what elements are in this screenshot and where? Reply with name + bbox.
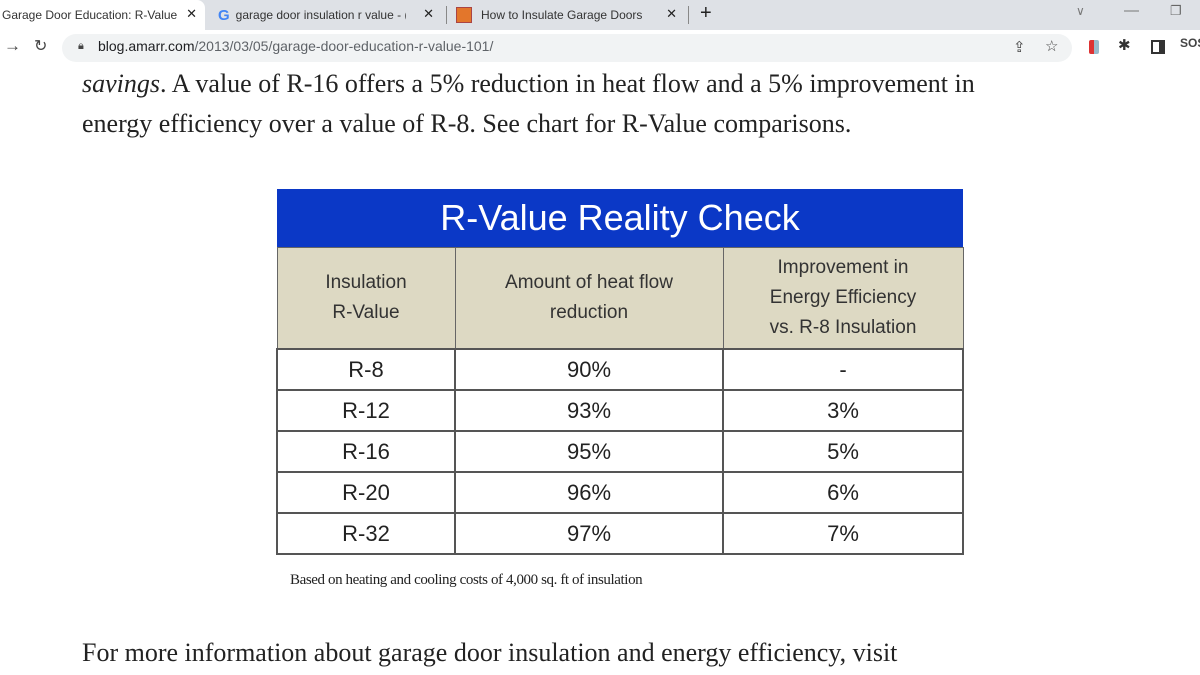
reduction-cell: 97% xyxy=(454,512,724,555)
italic-text: savings xyxy=(82,69,160,98)
home-depot-icon xyxy=(456,7,472,23)
text-line: . A value of R-16 offers a 5% reduction … xyxy=(160,69,975,98)
close-icon[interactable]: ✕ xyxy=(423,6,434,21)
restore-icon[interactable]: ❐ xyxy=(1170,3,1182,18)
header-cell: Amount of heat flow reduction xyxy=(454,246,724,350)
tab-search-chevron-icon[interactable]: ∨ xyxy=(1076,4,1085,18)
r-value-cell: R-20 xyxy=(276,471,456,514)
table-row: R-20 96% 6% xyxy=(276,471,964,514)
lock-icon: 🔒︎ xyxy=(78,40,84,52)
improvement-cell: 6% xyxy=(722,471,964,514)
header-cell: Insulation R-Value xyxy=(276,246,456,350)
url-path: /2013/03/05/garage-door-education-r-valu… xyxy=(194,38,494,54)
improvement-cell: 3% xyxy=(722,389,964,432)
puzzle-extensions-icon[interactable]: ✱ xyxy=(1118,37,1131,54)
tab-garage-door-education[interactable]: Garage Door Education: R-Value ✕ xyxy=(0,0,205,30)
table-caption: Based on heating and cooling costs of 4,… xyxy=(290,572,643,588)
extension-icon[interactable] xyxy=(1089,40,1099,54)
header-cell: Improvement in Energy Efficiency vs. R-8 I… xyxy=(722,246,964,350)
share-icon[interactable]: ⇪ xyxy=(1013,39,1026,56)
new-tab-button[interactable]: + xyxy=(700,2,712,24)
r-value-cell: R-16 xyxy=(276,430,456,473)
reduction-cell: 90% xyxy=(454,348,724,391)
table-header-row: Insulation R-Value Amount of heat flow red… xyxy=(276,246,964,350)
improvement-cell: 7% xyxy=(722,512,964,555)
reload-icon[interactable]: ↻ xyxy=(34,38,48,55)
table-row: R-12 93% 3% xyxy=(276,389,964,432)
improvement-cell: 5% xyxy=(722,430,964,473)
r-value-table: R-Value Reality Check Insulation R-Value … xyxy=(276,189,964,555)
header-line: Amount of heat flow xyxy=(505,271,673,293)
reduction-cell: 93% xyxy=(454,389,724,432)
header-line: reduction xyxy=(549,301,629,323)
google-icon: G xyxy=(218,6,230,24)
tab-separator xyxy=(688,6,689,24)
header-line: vs. R-8 Insulation xyxy=(769,316,917,338)
article-paragraph-2: For more information about garage door i… xyxy=(82,638,898,667)
close-icon[interactable]: ✕ xyxy=(186,6,197,21)
tab-title: How to Insulate Garage Doors xyxy=(481,8,643,22)
toolbar: → ↻ 🔒︎ ⇪ ☆ ✱ SOS xyxy=(0,30,1200,64)
minimize-icon[interactable]: — xyxy=(1124,2,1139,19)
table-title: R-Value Reality Check xyxy=(277,189,963,247)
article-paragraph-1: savings. A value of R-16 offers a 5% red… xyxy=(82,64,975,144)
side-panel-icon[interactable] xyxy=(1151,40,1165,54)
r-value-cell: R-32 xyxy=(276,512,456,555)
tab-title: garage door insulation r value - ( xyxy=(235,8,406,22)
tab-title: Garage Door Education: R-Value xyxy=(2,8,178,22)
forward-icon[interactable]: → xyxy=(4,36,21,55)
improvement-cell: - xyxy=(722,348,964,391)
tab-how-to-insulate[interactable]: How to Insulate Garage Doors ✕ xyxy=(450,0,685,30)
bookmark-star-icon[interactable]: ☆ xyxy=(1045,38,1059,55)
tab-bar: Garage Door Education: R-Value ✕ G garag… xyxy=(0,0,1200,30)
reduction-cell: 96% xyxy=(454,471,724,514)
header-line: Insulation xyxy=(325,271,407,293)
url-host: blog.amarr.com xyxy=(98,38,195,54)
text-line: energy efficiency over a value of R-8. S… xyxy=(82,109,852,138)
reduction-cell: 95% xyxy=(454,430,724,473)
header-line: Energy Efficiency xyxy=(769,286,917,308)
r-value-cell: R-12 xyxy=(276,389,456,432)
table-row: R-8 90% - xyxy=(276,348,964,391)
tab-google-search[interactable]: G garage door insulation r value - ( ✕ xyxy=(210,0,442,30)
close-icon[interactable]: ✕ xyxy=(666,6,677,21)
url-text[interactable]: blog.amarr.com/2013/03/05/garage-door-ed… xyxy=(98,38,493,54)
tab-separator xyxy=(446,6,447,24)
table-row: R-32 97% 7% xyxy=(276,512,964,555)
address-bar[interactable] xyxy=(62,34,1072,62)
header-line: Improvement in xyxy=(777,256,909,278)
r-value-cell: R-8 xyxy=(276,348,456,391)
sos-extension-icon[interactable]: SOS xyxy=(1180,36,1200,50)
table-row: R-16 95% 5% xyxy=(276,430,964,473)
header-line: R-Value xyxy=(332,301,400,323)
